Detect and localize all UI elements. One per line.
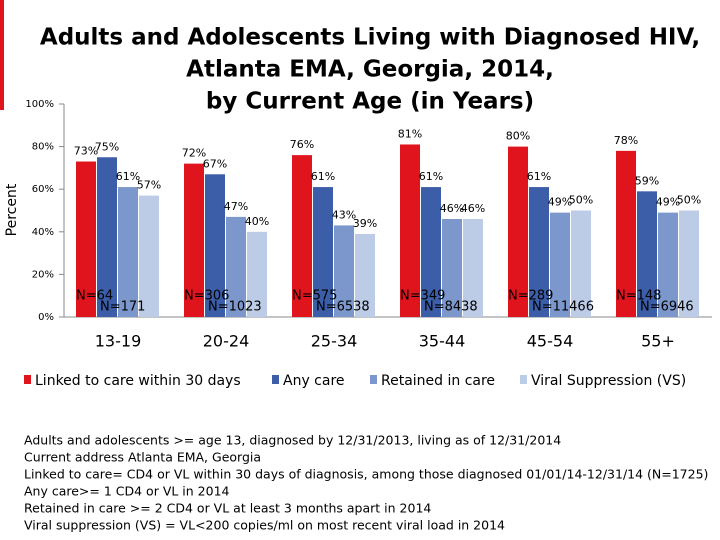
- value-label: 72%: [182, 147, 206, 160]
- value-label: 80%: [506, 130, 530, 143]
- legend-label: Retained in care: [381, 373, 495, 389]
- bar: [334, 225, 354, 317]
- n-label: N=306: [184, 289, 229, 304]
- y-axis-label: Percent: [4, 183, 20, 236]
- footnote: Current address Atlanta EMA, Georgia: [24, 450, 261, 465]
- footnote: Linked to care= CD4 or VL within 30 days…: [24, 467, 708, 482]
- value-label: 49%: [656, 196, 680, 209]
- n-label: N=289: [508, 289, 553, 304]
- n-label: N=8438: [424, 300, 478, 315]
- chart-title: Adults and Adolescents Living with Diagn…: [40, 25, 700, 51]
- n-label: N=349: [400, 289, 445, 304]
- n-label: N=148: [616, 289, 661, 304]
- value-label: 39%: [353, 217, 377, 230]
- n-label: N=64: [76, 289, 113, 304]
- bar: [679, 210, 699, 317]
- y-tick-label: 80%: [32, 142, 54, 153]
- value-label: 61%: [311, 170, 335, 183]
- value-label: 61%: [419, 170, 443, 183]
- bar: [442, 219, 462, 317]
- n-label: N=575: [292, 289, 337, 304]
- value-label: 46%: [461, 202, 485, 215]
- value-label: 75%: [95, 140, 119, 153]
- bar: [313, 187, 333, 317]
- footnote: Adults and adolescents >= age 13, diagno…: [24, 433, 561, 448]
- value-label: 61%: [527, 170, 551, 183]
- accent-bar: [0, 0, 4, 110]
- x-tick-label: 25-34: [311, 332, 358, 351]
- bar: [355, 233, 375, 317]
- footnote: Retained in care >= 2 CD4 or VL at least…: [24, 501, 431, 516]
- n-label: N=171: [100, 300, 145, 315]
- n-label: N=1023: [208, 300, 262, 315]
- value-label: 43%: [332, 208, 356, 221]
- n-label: N=11466: [532, 300, 594, 315]
- bar: [637, 191, 657, 317]
- legend-label: Any care: [283, 373, 345, 389]
- value-label: 47%: [224, 200, 248, 213]
- n-label: N=6946: [640, 300, 694, 315]
- value-label: 49%: [548, 196, 572, 209]
- bar: [118, 187, 138, 317]
- bar: [292, 155, 312, 317]
- y-tick-label: 100%: [25, 99, 54, 110]
- chart-title: Atlanta EMA, Georgia, 2014,: [186, 57, 554, 83]
- bar: [463, 219, 483, 317]
- bar: [421, 187, 441, 317]
- bar: [205, 174, 225, 317]
- value-label: 76%: [290, 138, 314, 151]
- x-tick-label: 13-19: [95, 332, 142, 351]
- legend-label: Linked to care within 30 days: [35, 373, 241, 389]
- legend-swatch: [24, 375, 31, 384]
- bar: [658, 212, 678, 317]
- legend-swatch: [520, 375, 527, 384]
- x-tick-label: 55+: [641, 332, 675, 351]
- bar: [184, 163, 204, 317]
- x-tick-label: 35-44: [419, 332, 466, 351]
- bar: [616, 150, 636, 317]
- bar: [508, 146, 528, 317]
- value-label: 61%: [116, 170, 140, 183]
- bar: [76, 161, 96, 317]
- value-label: 81%: [398, 127, 422, 140]
- value-label: 50%: [569, 194, 593, 207]
- value-label: 78%: [614, 134, 638, 147]
- y-tick-label: 40%: [32, 227, 54, 238]
- bar: [247, 231, 267, 317]
- y-tick-label: 20%: [32, 269, 54, 280]
- bar: [97, 157, 117, 317]
- value-label: 46%: [440, 202, 464, 215]
- value-label: 50%: [677, 194, 701, 207]
- bar: [139, 195, 159, 317]
- y-tick-label: 0%: [38, 312, 54, 323]
- chart-title: by Current Age (in Years): [206, 89, 534, 115]
- n-label: N=6538: [316, 300, 370, 315]
- value-label: 57%: [137, 179, 161, 192]
- footnote: Viral suppression (VS) = VL<200 copies/m…: [24, 518, 505, 533]
- bar: [400, 144, 420, 317]
- y-tick-label: 60%: [32, 184, 54, 195]
- value-label: 40%: [245, 215, 269, 228]
- x-tick-label: 45-54: [527, 332, 574, 351]
- value-label: 73%: [74, 145, 98, 158]
- bar: [226, 216, 246, 317]
- value-label: 67%: [203, 157, 227, 170]
- x-tick-label: 20-24: [203, 332, 250, 351]
- legend-swatch: [370, 375, 377, 384]
- value-label: 59%: [635, 174, 659, 187]
- bar: [571, 210, 591, 317]
- bar: [529, 187, 549, 317]
- legend-label: Viral Suppression (VS): [531, 373, 686, 389]
- bar: [550, 212, 570, 317]
- legend-swatch: [272, 375, 279, 384]
- footnote: Any care>= 1 CD4 or VL in 2014: [24, 484, 230, 499]
